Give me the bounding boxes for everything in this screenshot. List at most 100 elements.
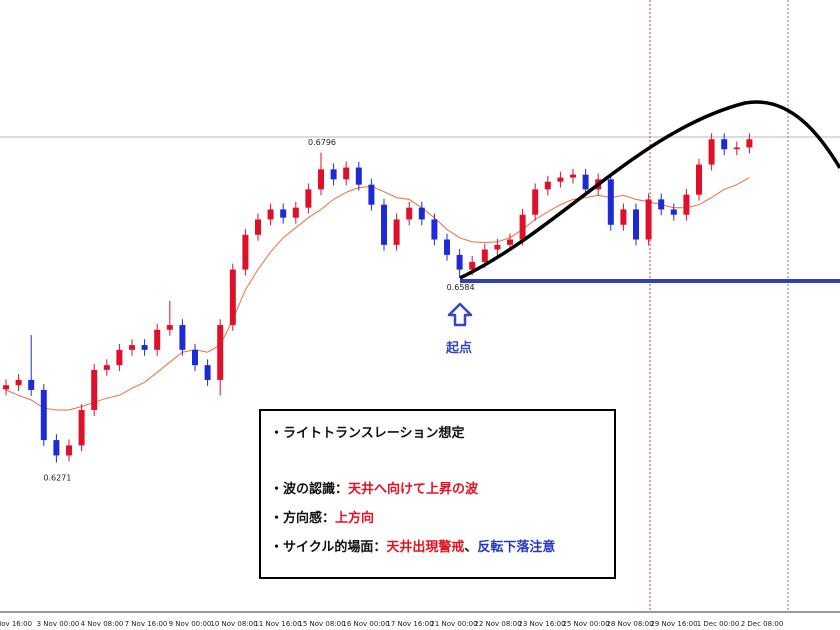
annotation-line: ・サイクル的場面：天井出現警戒、反転下落注意 [270,539,555,555]
candle-body [746,139,753,148]
candle-body [292,207,299,218]
annotation-text: ・ライトトランスレーション想定 [270,425,464,441]
candle-body [381,204,387,245]
x-tick-label: 9 Nov 00:00 [169,620,212,628]
x-tick-label: 10 Nov 08:00 [210,620,257,628]
price-label: 0.6584 [447,283,475,292]
x-tick-label: 11 Nov 16:00 [254,620,301,628]
x-tick-label: Nov 16:00 [0,620,32,628]
annotation-text: ・方向感： [270,510,335,526]
candle-body [519,214,526,240]
annotation-text: 上方向 [335,510,374,526]
candle-body [28,379,35,390]
x-tick-label: 25 Nov 00:00 [562,620,609,628]
candle-body [267,209,274,220]
x-tick-label: 3 Nov 00:00 [37,620,80,628]
candle-body [15,379,22,386]
candle-body [532,189,539,215]
candle-body [620,209,627,225]
candle-body [456,254,463,270]
start-arrow [447,302,473,327]
annotation-line: ・方向感：上方向 [270,510,374,526]
candle-body [708,139,715,165]
layout [0,0,840,613]
x-tick-label: 21 Nov 00:00 [430,620,477,628]
candle-body [255,219,261,235]
candle-body [355,167,362,185]
x-tick-label: 16 Nov 00:00 [342,620,389,628]
annotation-text: ・サイクル的場面： [270,539,386,555]
candle-body [481,249,488,262]
candle-body [305,189,312,208]
candle-body [78,410,85,446]
candle-body [166,325,173,330]
candle-body [179,325,186,350]
start-label: 起点 [445,340,472,356]
annotation-line: ・ライトトランスレーション想定 [270,425,464,441]
candle-body [368,184,375,205]
candle-body [40,389,47,441]
x-tick-label: 23 Nov 16:00 [518,620,565,628]
candle-body [469,261,476,270]
candle-body [683,194,690,215]
candle-body [154,329,161,350]
candle-body [557,177,564,182]
candle-body [721,139,728,150]
annotation-text: 反転下落注意 [477,539,555,555]
annotation-text: 、 [464,540,477,555]
candle-body [393,219,400,245]
candle-body [66,445,72,456]
annotation-text: ・波の認識： [270,481,348,497]
x-tick-label: 29 Nov 16:00 [650,620,697,628]
x-tick-label: 22 Nov 08:00 [474,620,521,628]
price-label: 0.6271 [43,474,71,483]
annotation-box [259,409,616,579]
candle-body [544,181,551,190]
candle-body [696,164,702,195]
candle-body [53,440,60,456]
candle-body [204,365,211,380]
candle-body [318,169,324,190]
candle-body [494,244,501,250]
candle-body [733,147,740,150]
candle-body [141,345,148,350]
candle-body [129,345,135,350]
candle-body [507,239,513,245]
x-tick-label: 4 Nov 08:00 [81,620,124,628]
x-tick-label: 7 Nov 16:00 [125,620,168,628]
candle-body [633,209,639,240]
candle-body [645,199,652,240]
candle-body [217,325,224,380]
candle-body [116,349,123,366]
candle-body [280,209,287,218]
price-label: 0.6796 [308,138,336,147]
x-tick-label: 1 Dec 00:00 [697,620,740,628]
annotation-line: ・波の認識：天井へ向けて上昇の波 [270,481,479,497]
x-tick-label: 2 Dec 08:00 [741,620,784,628]
candle-body [582,174,589,190]
candle-body [444,239,450,255]
x-tick-label: 28 Nov 08:00 [606,620,653,628]
candle-body [658,199,665,210]
candle-body [418,207,425,220]
candle-body [607,179,614,225]
candle-body [670,209,677,215]
overlay: 起点 [259,100,840,579]
x-tick-label: 17 Nov 16:00 [386,620,433,628]
candles: 0.6796 0.6584 0.6271 [3,133,753,483]
wave-curve [459,100,840,280]
candle-body [103,365,110,370]
candle-body [570,174,576,178]
candle-body [229,269,236,326]
candle-body [406,207,413,220]
candle-body [343,167,350,180]
x-tick-label: 15 Nov 08:00 [298,620,345,628]
annotation-text: 天井出現警戒 [386,539,464,555]
candle-body [431,219,438,240]
candle-body [242,234,249,270]
candle-body [3,385,9,390]
candle-body [91,369,98,411]
candle-body [330,169,337,180]
moving-average [5,177,750,411]
